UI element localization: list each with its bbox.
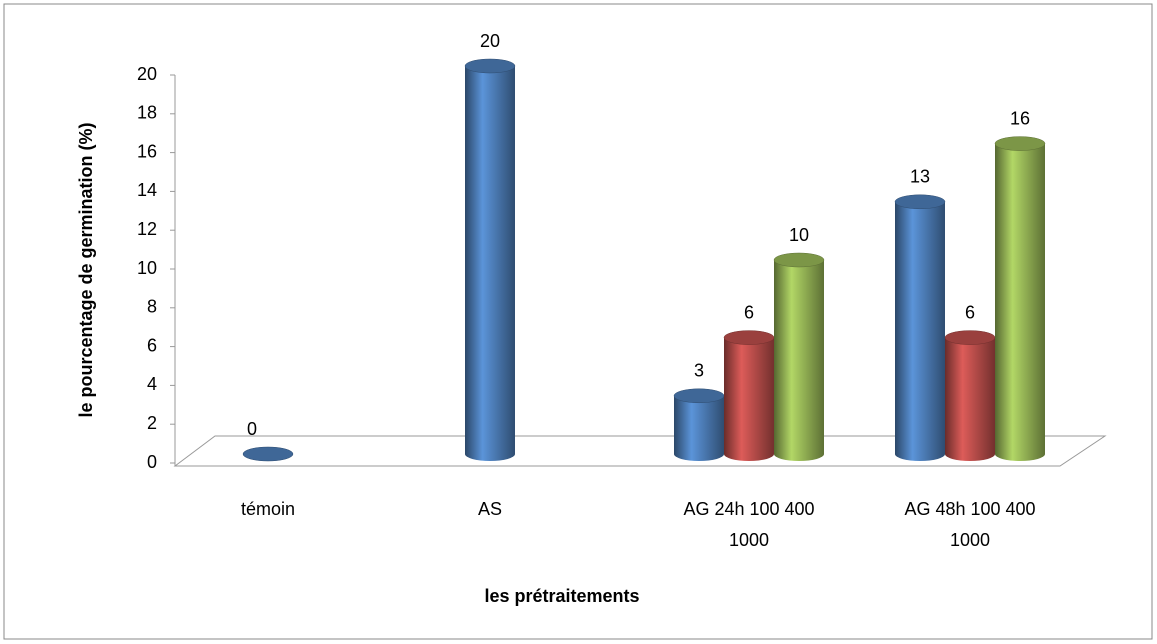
x-tick-label: AG 48h 100 400 1000 [904,499,1036,550]
bar-bottom [995,447,1045,461]
bar-top [894,194,946,210]
bar-top [773,252,825,268]
bar [723,330,775,461]
bar-bottom [774,447,824,461]
bar [242,446,294,462]
bar-bottom [724,447,774,461]
data-label: 3 [694,361,704,381]
data-label: 6 [744,302,754,322]
x-tick-label: AG 24h 100 400 1000 [683,499,815,550]
y-tick-label: 18 [137,103,157,123]
y-axis-title: le pourcentage de germination (%) [76,122,96,417]
data-label: 13 [910,167,930,187]
y-tick-label: 12 [137,219,157,239]
bar-body [774,260,824,454]
bar-top [673,388,725,404]
y-tick-label: 0 [147,452,157,472]
y-tick-label: 8 [147,297,157,317]
floor [173,435,1107,467]
bar-bottom [465,447,515,461]
y-tick-label: 4 [147,374,157,394]
bar-top [944,330,996,345]
bar-bottom [945,447,995,461]
bar [994,136,1046,461]
bar-top [994,136,1046,151]
x-axis-title: les prétraitements [484,586,639,606]
bar-top [242,446,294,462]
x-tick-label: AS [477,499,502,519]
y-tick-label: 16 [137,141,157,161]
bar [673,388,725,461]
bar [894,194,946,461]
bar-body [945,337,995,454]
y-tick-label: 10 [137,258,157,278]
bar-top [723,330,775,345]
bar-top [464,58,516,74]
y-tick-label: 14 [137,180,157,200]
bar [944,330,996,461]
bar-bottom [674,447,724,461]
y-tick-label: 6 [147,335,157,355]
x-tick-label: témoin [240,499,296,519]
chart-border [3,3,1153,640]
bar [773,252,825,461]
bar-body [724,337,774,454]
bar-body [674,395,724,454]
bar-body [995,143,1045,454]
data-label: 20 [480,31,500,51]
y-tick-label: 20 [137,64,157,84]
bar [464,58,516,461]
y-tick-label: 2 [147,413,157,433]
bar-body [895,201,945,454]
data-label: 16 [1010,108,1030,128]
data-label: 0 [247,419,257,439]
bar-body [465,66,515,454]
data-label: 10 [789,225,809,245]
data-label: 6 [965,302,975,322]
bar-bottom [895,447,945,461]
